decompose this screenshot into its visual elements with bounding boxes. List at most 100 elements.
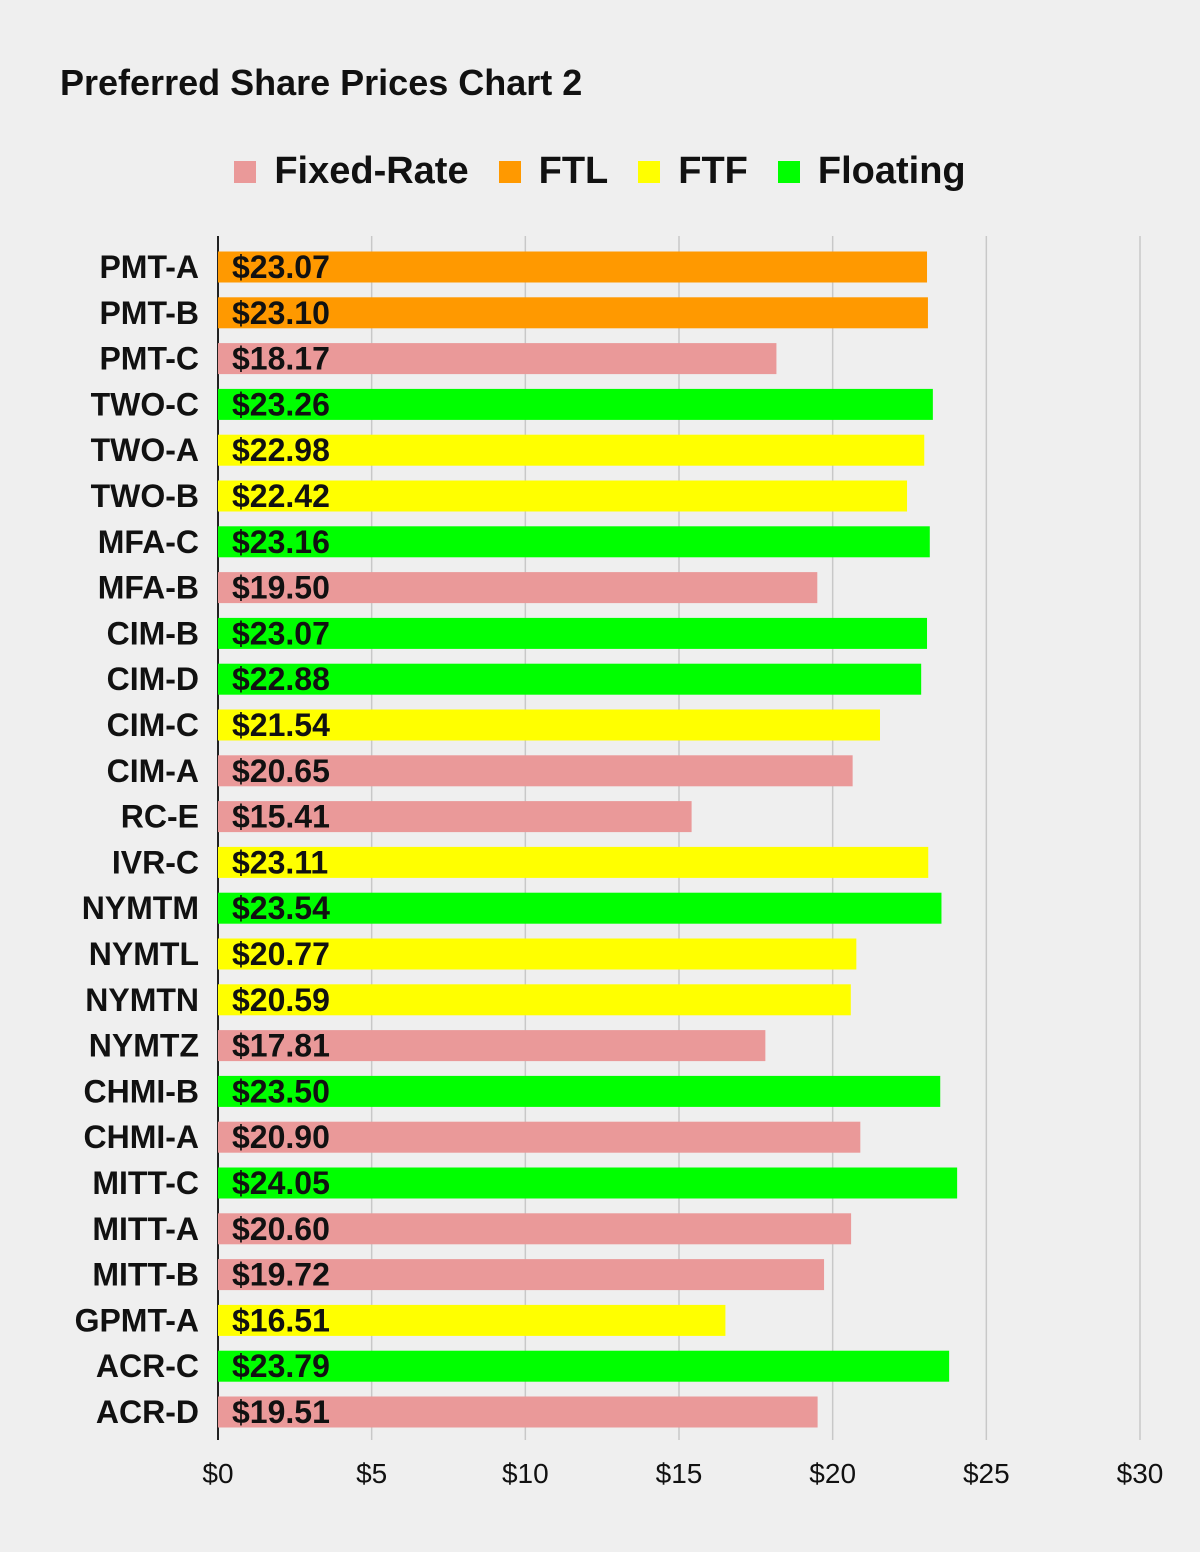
bar-two-c bbox=[218, 388, 933, 420]
value-label: $23.26 bbox=[232, 386, 330, 422]
category-label: NYMTZ bbox=[89, 1028, 199, 1064]
bar-pmt-b bbox=[218, 297, 928, 329]
bar-mitt-a bbox=[218, 1213, 852, 1245]
bar-cim-a bbox=[218, 755, 853, 787]
value-label: $20.65 bbox=[232, 753, 330, 789]
bar-nymtm bbox=[218, 892, 942, 924]
category-label: GPMT-A bbox=[75, 1302, 199, 1338]
bar-nymtn bbox=[218, 984, 851, 1016]
value-label: $20.77 bbox=[232, 936, 330, 972]
x-tick-label: $25 bbox=[963, 1458, 1010, 1489]
bar-chmi-b bbox=[218, 1075, 941, 1107]
bar-acr-d bbox=[218, 1396, 818, 1428]
bar-acr-c bbox=[218, 1350, 950, 1382]
category-label: ACR-D bbox=[96, 1394, 199, 1430]
value-label: $23.50 bbox=[232, 1073, 330, 1109]
value-label: $23.79 bbox=[232, 1348, 330, 1384]
legend: Fixed-Rate FTL FTF Floating bbox=[0, 150, 1200, 193]
value-label: $23.16 bbox=[232, 524, 330, 560]
category-label: NYMTL bbox=[89, 936, 199, 972]
category-label: NYMTN bbox=[85, 982, 199, 1018]
category-label: ACR-C bbox=[96, 1348, 199, 1384]
legend-swatch-ftf bbox=[638, 160, 661, 183]
bar-pmt-a bbox=[218, 251, 928, 283]
category-label: MFA-C bbox=[98, 524, 199, 560]
category-label: CHMI-B bbox=[83, 1073, 199, 1109]
value-label: $23.07 bbox=[232, 615, 330, 651]
bar-two-a bbox=[218, 434, 925, 466]
category-label: TWO-B bbox=[91, 478, 199, 514]
bar-gpmt-a bbox=[218, 1304, 726, 1336]
value-label: $21.54 bbox=[232, 707, 330, 743]
category-label: NYMTM bbox=[82, 890, 199, 926]
legend-swatch-fixed-rate bbox=[234, 160, 257, 183]
value-labels: $23.07 $23.10 $18.17 $23.26 $22.98 $22.42 $23.… bbox=[231, 248, 332, 1432]
bar-chmi-a bbox=[218, 1121, 861, 1153]
bar-ivr-c bbox=[218, 846, 929, 878]
bar-nymtl bbox=[218, 938, 857, 970]
category-label: MITT-B bbox=[92, 1257, 199, 1293]
legend-label-ftf: FTF bbox=[678, 150, 748, 192]
category-label: IVR-C bbox=[112, 844, 199, 880]
value-label: $22.88 bbox=[232, 661, 330, 697]
bar-two-b bbox=[218, 480, 908, 512]
bar-nymtz bbox=[218, 1030, 766, 1062]
value-label: $23.54 bbox=[232, 890, 330, 926]
value-label: $23.11 bbox=[232, 844, 328, 880]
value-label: $23.07 bbox=[232, 249, 330, 285]
category-label: CHMI-A bbox=[83, 1119, 199, 1155]
legend-item-ftf: FTF bbox=[638, 150, 748, 193]
value-label: $20.60 bbox=[232, 1211, 330, 1247]
x-tick-label: $30 bbox=[1117, 1458, 1164, 1489]
value-label: $22.42 bbox=[232, 478, 330, 514]
legend-swatch-ftl bbox=[498, 160, 521, 183]
legend-label-fixed-rate: Fixed-Rate bbox=[274, 150, 469, 192]
x-axis-tick-labels: $0 $5 $10 $15 $20 $25 $30 bbox=[202, 1458, 1163, 1489]
category-label: PMT-B bbox=[99, 295, 199, 331]
bar-pmt-c bbox=[218, 343, 777, 375]
bar-mfa-c bbox=[218, 526, 930, 558]
value-label: $19.51 bbox=[232, 1394, 330, 1430]
x-tick-label: $20 bbox=[809, 1458, 856, 1489]
x-tick-label: $5 bbox=[356, 1458, 387, 1489]
bars bbox=[218, 251, 958, 1428]
value-label: $19.72 bbox=[232, 1257, 330, 1293]
bar-mfa-b bbox=[218, 572, 818, 604]
category-label: TWO-A bbox=[91, 432, 199, 468]
value-label: $17.81 bbox=[232, 1028, 330, 1064]
x-tick-label: $10 bbox=[502, 1458, 549, 1489]
value-label: $20.59 bbox=[232, 982, 330, 1018]
value-label: $15.41 bbox=[232, 799, 330, 835]
value-label: $23.10 bbox=[232, 295, 330, 331]
category-labels: PMT-A PMT-B PMT-C TWO-C TWO-A TWO-B MFA-C MFA-B… bbox=[75, 249, 199, 1430]
legend-item-ftl: FTL bbox=[498, 150, 609, 193]
category-label: MITT-C bbox=[92, 1165, 199, 1201]
legend-label-floating: Floating bbox=[817, 150, 966, 192]
bar-cim-d bbox=[218, 663, 922, 695]
value-label: $18.17 bbox=[232, 341, 330, 377]
value-label: $20.90 bbox=[232, 1119, 330, 1155]
category-label: PMT-A bbox=[99, 249, 199, 285]
value-label: $16.51 bbox=[232, 1302, 330, 1338]
value-label: $22.98 bbox=[232, 432, 330, 468]
legend-label-ftl: FTL bbox=[538, 150, 609, 192]
value-label: $24.05 bbox=[232, 1165, 330, 1201]
value-label: $19.50 bbox=[232, 570, 330, 606]
x-tick-label: $15 bbox=[656, 1458, 703, 1489]
legend-item-fixed-rate: Fixed-Rate bbox=[234, 150, 469, 193]
category-label: CIM-A bbox=[107, 753, 199, 789]
category-label: MFA-B bbox=[98, 570, 199, 606]
legend-item-floating: Floating bbox=[777, 150, 966, 193]
category-label: CIM-B bbox=[107, 615, 199, 651]
category-label: RC-E bbox=[121, 799, 199, 835]
chart-title: Preferred Share Prices Chart 2 bbox=[60, 62, 583, 103]
bar-mitt-c bbox=[218, 1167, 958, 1199]
bar-cim-b bbox=[218, 617, 928, 649]
bar-rc-e bbox=[218, 801, 692, 833]
legend-swatch-floating bbox=[777, 160, 800, 183]
bar-cim-c bbox=[218, 709, 880, 741]
x-tick-label: $0 bbox=[202, 1458, 233, 1489]
category-label: CIM-D bbox=[107, 661, 199, 697]
category-label: CIM-C bbox=[107, 707, 199, 743]
